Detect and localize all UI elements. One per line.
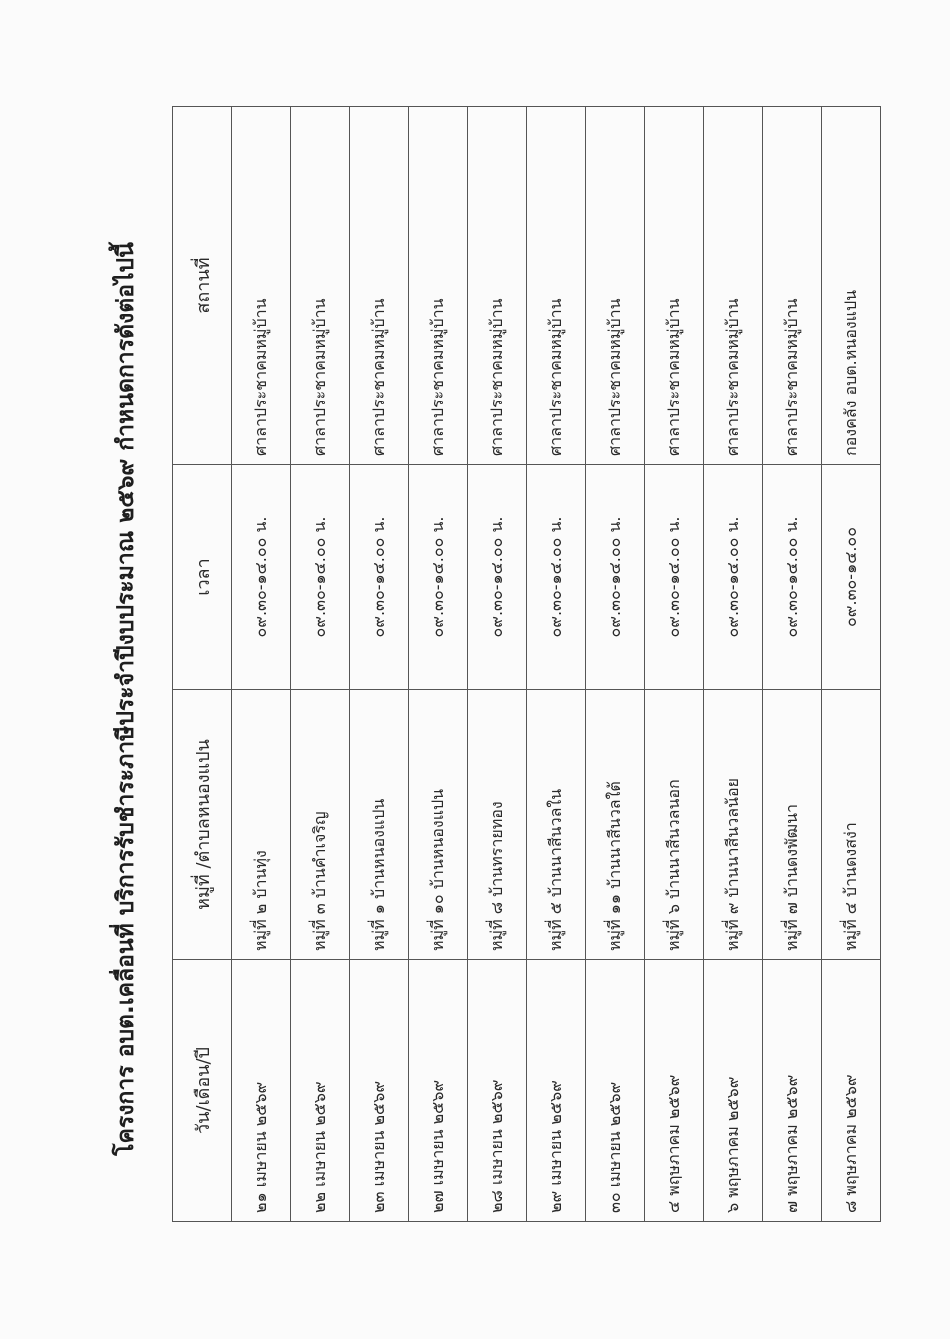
header-place: สถานที่: [172, 106, 232, 465]
date-cell: ๖ พฤษภาคม ๒๕๖๙: [703, 959, 763, 1222]
time-cell: ๐๙.๓๐-๑๔.๐๐: [821, 464, 881, 690]
table-row: ๒๘ เมษายน ๒๕๖๙ หมู่ที่ ๘ บ้านทรายทอง ๐๙.๓๐…: [467, 106, 527, 1222]
date-cell: ๘ พฤษภาคม ๒๕๖๙: [821, 959, 881, 1222]
place-cell: ศาลาประชาคมหมู่บ้าน: [349, 106, 409, 465]
place-cell: ศาลาประชาคมหมู่บ้าน: [703, 106, 763, 465]
date-cell: ๒๓ เมษายน ๒๕๖๙: [349, 959, 409, 1222]
place-cell: ศาลาประชาคมหมู่บ้าน: [231, 106, 291, 465]
village-cell: หมู่ที่ ๕ บ้านนาสีนวลใน: [526, 689, 586, 960]
village-cell: หมู่ที่ ๘ บ้านทรายทอง: [467, 689, 527, 960]
table-row: ๒๑ เมษายน ๒๕๖๙ หมู่ที่ ๒ บ้านทุ่ง ๐๙.๓๐-๑๔…: [231, 106, 291, 1222]
document-title: โครงการ อบต.เคลื่อนที่ บริการรับชำระภาษี…: [113, 242, 139, 1156]
table-row: ๒๓ เมษายน ๒๕๖๙ หมู่ที่ ๑ บ้านหนองแปน ๐๙.๓๐…: [349, 106, 409, 1222]
time-cell: ๐๙.๓๐-๑๔.๐๐ น.: [526, 464, 586, 690]
date-cell: ๓๐ เมษายน ๒๕๖๙: [585, 959, 645, 1222]
village-cell: หมู่ที่ ๒ บ้านทุ่ง: [231, 689, 291, 960]
date-cell: ๒๒ เมษายน ๒๕๖๙: [290, 959, 350, 1222]
place-cell: กองคลัง อบต.หนองแปน: [821, 106, 881, 465]
time-cell: ๐๙.๓๐-๑๔.๐๐ น.: [585, 464, 645, 690]
table-row: ๗ พฤษภาคม ๒๕๖๙ หมู่ที่ ๗ บ้านดงพัฒนา ๐๙.๓๐…: [762, 106, 822, 1222]
header-row: วัน/เดือน/ปี หมู่ที่ /ตำบลหนองแปน เวลา ส…: [172, 106, 232, 1222]
header-village: หมู่ที่ /ตำบลหนองแปน: [172, 689, 232, 960]
date-cell: ๒๑ เมษายน ๒๕๖๙: [231, 959, 291, 1222]
table-row: ๖ พฤษภาคม ๒๕๖๙ หมู่ที่ ๙ บ้านนาสีนวลน้อย๐…: [703, 106, 763, 1222]
table-row: ๒๗ เมษายน ๒๕๖๙ หมู่ที่ ๑๐ บ้านหนองแปน ๐๙.๓…: [408, 106, 468, 1222]
place-cell: ศาลาประชาคมหมู่บ้าน: [526, 106, 586, 465]
date-cell: ๒๙ เมษายน ๒๕๖๙: [526, 959, 586, 1222]
village-cell: หมู่ที่ ๗ บ้านดงพัฒนา: [762, 689, 822, 960]
place-cell: ศาลาประชาคมหมู่บ้าน: [762, 106, 822, 465]
village-cell: หมู่ที่ ๖ บ้านนาสีนวลนอก: [644, 689, 704, 960]
place-cell: ศาลาประชาคมหมู่บ้าน: [585, 106, 645, 465]
time-cell: ๐๙.๓๐-๑๔.๐๐ น.: [762, 464, 822, 690]
date-cell: ๒๘ เมษายน ๒๕๖๙: [467, 959, 527, 1222]
village-cell: หมู่ที่ ๔ บ้านดงสง่า: [821, 689, 881, 960]
date-cell: ๗ พฤษภาคม ๒๕๖๙: [762, 959, 822, 1222]
date-cell: ๒๗ เมษายน ๒๕๖๙: [408, 959, 468, 1222]
time-cell: ๐๙.๓๐-๑๔.๐๐ น.: [644, 464, 704, 690]
village-cell: หมู่ที่ ๓ บ้านคำเจริญ: [290, 689, 350, 960]
place-cell: ศาลาประชาคมหมู่บ้าน: [408, 106, 468, 465]
time-cell: ๐๙.๓๐-๑๔.๐๐ น.: [290, 464, 350, 690]
table-row: ๔ พฤษภาคม ๒๕๖๙ หมู่ที่ ๖ บ้านนาสีนวลนอก ๐๙…: [644, 106, 704, 1222]
village-cell: หมู่ที่ ๑๑ บ้านนาสีนวลใต้: [585, 689, 645, 960]
village-cell: หมู่ที่ ๙ บ้านนาสีนวลน้อย: [703, 689, 763, 960]
table-row: ๒๙ เมษายน ๒๕๖๙ หมู่ที่ ๕ บ้านนาสีนวลใน ๐๙.…: [526, 106, 586, 1222]
time-cell: ๐๙.๓๐-๑๔.๐๐ น.: [349, 464, 409, 690]
place-cell: ศาลาประชาคมหมู่บ้าน: [467, 106, 527, 465]
date-cell: ๔ พฤษภาคม ๒๕๖๙: [644, 959, 704, 1222]
time-cell: ๐๙.๓๐-๑๔.๐๐ น.: [467, 464, 527, 690]
time-cell: ๐๙.๓๐-๑๔.๐๐ น.: [703, 464, 763, 690]
schedule-table: วัน/เดือน/ปี หมู่ที่ /ตำบลหนองแปน เวลา ส…: [172, 106, 881, 1222]
table-row: ๓๐ เมษายน ๒๕๖๙ หมู่ที่ ๑๑ บ้านนาสีนวลใต้๐…: [585, 106, 645, 1222]
table-row: ๘ พฤษภาคม ๒๕๖๙ หมู่ที่ ๔ บ้านดงสง่า ๐๙.๓๐-…: [821, 106, 881, 1222]
table-row: ๒๒ เมษายน ๒๕๖๙ หมู่ที่ ๓ บ้านคำเจริญ ๐๙.๓๐…: [290, 106, 350, 1222]
place-cell: ศาลาประชาคมหมู่บ้าน: [644, 106, 704, 465]
time-cell: ๐๙.๓๐-๑๔.๐๐ น.: [408, 464, 468, 690]
header-date: วัน/เดือน/ปี: [172, 959, 232, 1222]
village-cell: หมู่ที่ ๑ บ้านหนองแปน: [349, 689, 409, 960]
header-time: เวลา: [172, 464, 232, 690]
place-cell: ศาลาประชาคมหมู่บ้าน: [290, 106, 350, 465]
time-cell: ๐๙.๓๐-๑๔.๐๐ น.: [231, 464, 291, 690]
village-cell: หมู่ที่ ๑๐ บ้านหนองแปน: [408, 689, 468, 960]
